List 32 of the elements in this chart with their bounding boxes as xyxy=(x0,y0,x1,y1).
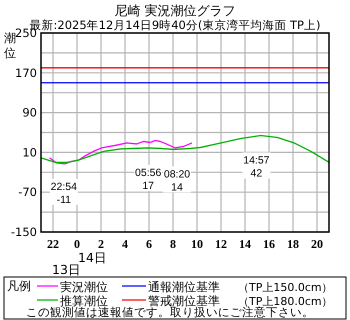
text: 警戒潮位基準 （TP上180.0cm） xyxy=(148,294,333,308)
chart-title: 尼崎 実況潮位グラフ xyxy=(114,3,236,19)
y-tick-label: -70 xyxy=(18,185,37,200)
text: 13日 xyxy=(52,262,81,277)
y-tick-label: 90 xyxy=(22,106,37,120)
x-tick-label: 22 xyxy=(47,237,59,251)
line-series xyxy=(48,140,193,164)
y-tick-label: 170 xyxy=(15,66,37,80)
y-tick-label: 10 xyxy=(22,145,37,160)
legend-label: 実況潮位 xyxy=(60,280,108,294)
x-tick-label: 6 xyxy=(146,237,152,251)
x-tick-label: 18 xyxy=(287,237,299,251)
line-series xyxy=(40,134,330,163)
annotation: 22:54 -11 xyxy=(50,180,78,206)
y-tick-label: -150 xyxy=(10,225,37,239)
annotation: 14:57 42 xyxy=(243,154,270,180)
legend-title: 凡例 xyxy=(7,279,31,293)
x-tick-label: 10 xyxy=(191,237,203,251)
x-tick-label: 16 xyxy=(263,237,275,251)
annotation: 05:56 17 xyxy=(135,166,162,192)
text: 14日 xyxy=(78,250,107,265)
x-tick-label: 14 xyxy=(239,237,251,251)
x-tick-label: 12 xyxy=(215,237,227,251)
x-tick-label: 20 xyxy=(311,237,323,251)
text: 通報潮位基準 （TP上150.0cm） xyxy=(148,280,333,294)
x-tick-label: 4 xyxy=(122,237,128,251)
x-tick-label: 0 xyxy=(74,237,80,251)
x-tick-label: 8 xyxy=(170,237,176,251)
x-tick-label: 2 xyxy=(98,237,104,251)
y-axis-title: 潮位 xyxy=(4,31,16,60)
legend-label: 推算潮位 xyxy=(60,294,108,308)
annotation: 08:20 14 xyxy=(164,168,190,194)
